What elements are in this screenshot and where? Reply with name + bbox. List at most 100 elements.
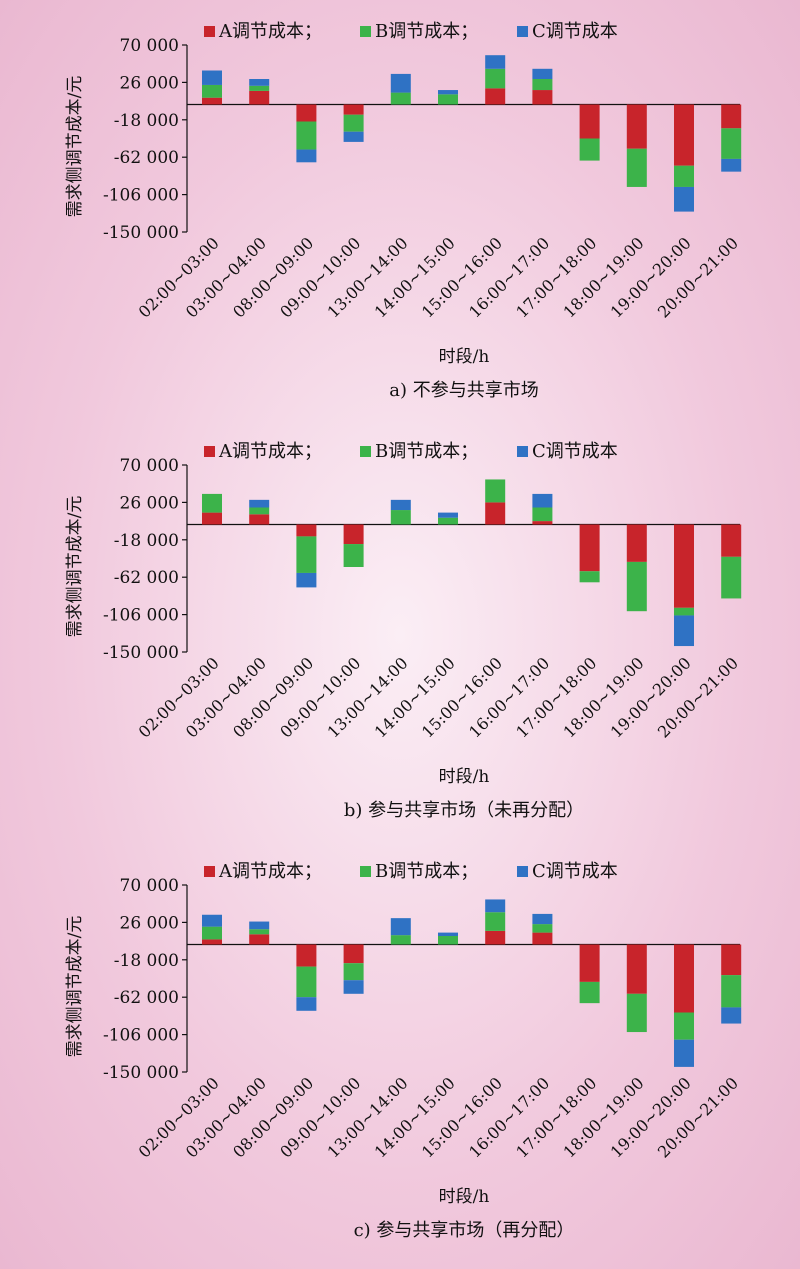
legend-swatch bbox=[360, 26, 371, 37]
bar-segment bbox=[343, 544, 364, 567]
bar-segment bbox=[296, 536, 317, 573]
y-tick-label: -62 000 bbox=[114, 148, 179, 168]
bar-segment bbox=[485, 68, 506, 89]
y-tick-label: 26 000 bbox=[120, 493, 179, 513]
bar-segment bbox=[438, 90, 458, 95]
bar-segment bbox=[390, 918, 411, 936]
bar-segment bbox=[249, 507, 270, 515]
bar-segment bbox=[579, 944, 600, 982]
bar-segment bbox=[296, 104, 317, 122]
y-axis-title: 需求侧调节成本/元 bbox=[65, 496, 85, 638]
bar-segment bbox=[296, 944, 317, 967]
bar-segment bbox=[674, 1012, 694, 1040]
bar-segment bbox=[532, 90, 553, 105]
bar-segment bbox=[249, 934, 270, 945]
bar-segment bbox=[532, 493, 553, 508]
bar-segment bbox=[343, 131, 364, 142]
bar-segment bbox=[390, 935, 411, 945]
bar-segment bbox=[485, 502, 506, 525]
bar-segment bbox=[249, 921, 270, 930]
bar-segment bbox=[296, 121, 317, 150]
bar-segment bbox=[390, 92, 411, 105]
bar-segment bbox=[721, 975, 742, 1008]
bar-segment bbox=[202, 939, 222, 945]
legend-swatch bbox=[517, 866, 528, 877]
y-axis-title: 需求侧调节成本/元 bbox=[65, 76, 85, 218]
bar-segment bbox=[202, 493, 222, 513]
y-tick-label: -62 000 bbox=[114, 568, 179, 588]
legend-label: C调节成本 bbox=[532, 441, 618, 462]
y-tick-label: -150 000 bbox=[103, 1063, 179, 1083]
bar-segment bbox=[626, 561, 647, 612]
x-axis-title: 时段/h bbox=[439, 767, 490, 787]
x-tick-label: 02:00~03:00 bbox=[135, 1073, 223, 1161]
legend-label: A调节成本； bbox=[218, 861, 322, 882]
bar-segment bbox=[485, 55, 506, 69]
bar-segment bbox=[343, 944, 364, 964]
bar-segment bbox=[343, 104, 364, 115]
bar-segment bbox=[626, 524, 647, 562]
bar-segment bbox=[532, 924, 553, 933]
y-tick-label: -150 000 bbox=[103, 223, 179, 243]
bar-segment bbox=[390, 73, 411, 93]
y-tick-label: 26 000 bbox=[120, 73, 179, 93]
bar-segment bbox=[579, 571, 600, 583]
bar-segment bbox=[579, 524, 600, 572]
bar-segment bbox=[343, 980, 364, 994]
bar-segment bbox=[343, 524, 364, 545]
bar-segment bbox=[721, 524, 742, 557]
bar-segment bbox=[343, 114, 364, 132]
bar-segment bbox=[532, 521, 553, 525]
bar-segment bbox=[721, 944, 742, 976]
chart-panel-a: 70 000 26 000 -18 000 -62 000 -106 000 -150 0… bbox=[65, 21, 742, 401]
legend-swatch bbox=[204, 26, 215, 37]
bar-segment bbox=[438, 94, 458, 105]
chart-panel-b: 70 000 26 000 -18 000 -62 000 -106 000 -150 0… bbox=[65, 441, 742, 821]
bar-segment bbox=[532, 913, 553, 925]
bar-segment bbox=[438, 512, 458, 518]
bar-segment bbox=[532, 932, 553, 945]
bar-segment bbox=[674, 104, 694, 166]
bar-segment bbox=[579, 138, 600, 161]
panel-caption: b) 参与共享市场（未再分配） bbox=[344, 800, 584, 821]
bar-segment bbox=[674, 1039, 694, 1067]
bar-segment bbox=[296, 997, 317, 1011]
bar-segment bbox=[202, 97, 222, 105]
bar-segment bbox=[721, 158, 742, 172]
y-tick-label: -106 000 bbox=[103, 186, 179, 206]
bar-segment bbox=[343, 963, 364, 981]
legend-label: A调节成本； bbox=[218, 441, 322, 462]
legend-swatch bbox=[204, 866, 215, 877]
bar-segment bbox=[438, 936, 458, 945]
y-axis-title: 需求侧调节成本/元 bbox=[65, 916, 85, 1058]
legend-label: A调节成本； bbox=[218, 21, 322, 42]
panel-caption: a) 不参与共享市场 bbox=[389, 380, 538, 401]
bar-segment bbox=[626, 104, 647, 149]
legend-label: C调节成本 bbox=[532, 21, 618, 42]
y-tick-label: 70 000 bbox=[120, 876, 179, 896]
legend-swatch bbox=[204, 446, 215, 457]
bar-segment bbox=[626, 993, 647, 1033]
bar-segment bbox=[296, 966, 317, 998]
y-tick-label: -18 000 bbox=[114, 531, 179, 551]
bar-segment bbox=[579, 104, 600, 139]
y-tick-label: -150 000 bbox=[103, 643, 179, 663]
bar-segment bbox=[721, 104, 742, 129]
x-axis-title: 时段/h bbox=[439, 1187, 490, 1207]
bar-segment bbox=[721, 1007, 742, 1024]
bar-segment bbox=[296, 149, 317, 163]
bar-segment bbox=[249, 499, 270, 508]
y-tick-label: -106 000 bbox=[103, 606, 179, 626]
bar-segment bbox=[532, 68, 553, 79]
bar-segment bbox=[390, 499, 411, 511]
y-tick-label: -18 000 bbox=[114, 111, 179, 131]
legend-label: B调节成本； bbox=[375, 21, 478, 42]
bar-segment bbox=[626, 944, 647, 994]
bar-segment bbox=[296, 572, 317, 588]
x-tick-label: 02:00~03:00 bbox=[135, 653, 223, 741]
bar-segment bbox=[249, 85, 270, 91]
bar-segment bbox=[674, 615, 694, 647]
bar-segment bbox=[485, 88, 506, 105]
bar-segment bbox=[202, 70, 222, 85]
chart-panel-c: 70 000 26 000 -18 000 -62 000 -106 000 -150 0… bbox=[65, 861, 742, 1241]
